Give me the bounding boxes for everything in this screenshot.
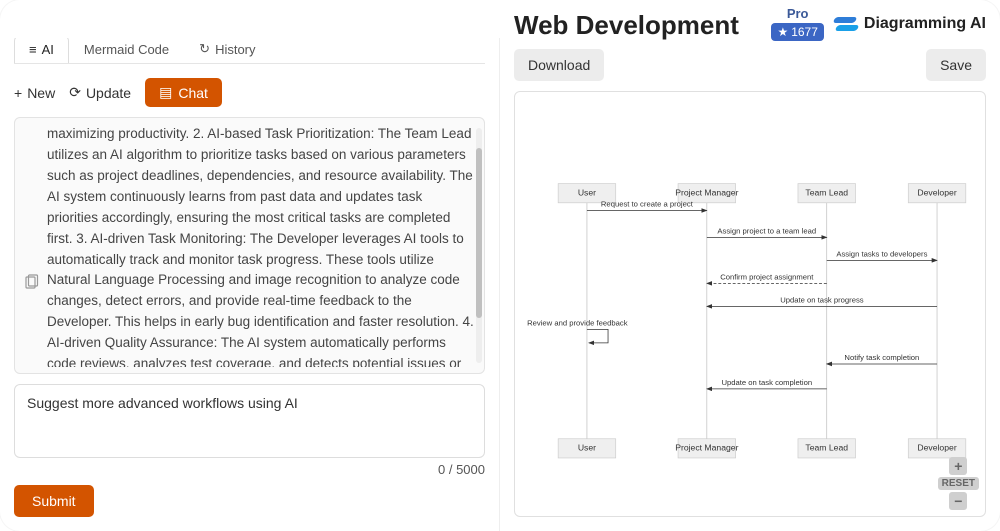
zoom-in-button[interactable]: + bbox=[949, 457, 967, 475]
scrollbar-thumb[interactable] bbox=[476, 148, 482, 318]
char-counter: 0 / 5000 bbox=[14, 462, 485, 477]
submit-button[interactable]: Submit bbox=[14, 485, 94, 517]
star-count: 1677 bbox=[791, 25, 818, 39]
save-button[interactable]: Save bbox=[926, 49, 986, 81]
svg-text:Request to create a project: Request to create a project bbox=[601, 200, 694, 209]
tab-ai[interactable]: ≡ AI bbox=[14, 38, 69, 63]
zoom-out-button[interactable]: − bbox=[949, 492, 967, 510]
svg-text:Project Manager: Project Manager bbox=[675, 187, 738, 197]
svg-text:Update on task progress: Update on task progress bbox=[780, 296, 864, 305]
brand[interactable]: Diagramming AI bbox=[834, 14, 986, 34]
download-button[interactable]: Download bbox=[514, 49, 604, 81]
history-icon: ↻ bbox=[199, 41, 210, 57]
refresh-icon: ⟳ bbox=[69, 84, 81, 101]
chat-button[interactable]: ▤ Chat bbox=[145, 78, 222, 107]
svg-text:Team Lead: Team Lead bbox=[805, 443, 848, 453]
star-badge[interactable]: ★ 1677 bbox=[771, 23, 823, 41]
tab-strip: ≡ AI Mermaid Code ↻ History bbox=[14, 38, 485, 64]
tab-label: AI bbox=[42, 42, 54, 57]
svg-text:Developer: Developer bbox=[917, 187, 956, 197]
svg-text:Project Manager: Project Manager bbox=[675, 443, 738, 453]
new-label: New bbox=[27, 85, 55, 101]
pro-label: Pro bbox=[787, 6, 809, 21]
tab-mermaid[interactable]: Mermaid Code bbox=[69, 38, 184, 63]
zoom-reset-button[interactable]: RESET bbox=[938, 477, 979, 490]
svg-text:Developer: Developer bbox=[917, 443, 956, 453]
tab-history[interactable]: ↻ History bbox=[184, 38, 270, 63]
plus-icon: + bbox=[14, 85, 22, 101]
svg-text:Review and provide feedback: Review and provide feedback bbox=[527, 319, 628, 328]
svg-text:Notify task completion: Notify task completion bbox=[844, 353, 919, 362]
svg-text:Assign project to a team lead: Assign project to a team lead bbox=[717, 227, 816, 236]
new-button[interactable]: + New bbox=[14, 85, 55, 101]
update-label: Update bbox=[86, 85, 131, 101]
svg-text:Team Lead: Team Lead bbox=[805, 187, 848, 197]
chat-response-area: maximizing productivity. 2. AI-based Tas… bbox=[14, 117, 485, 374]
brand-name: Diagramming AI bbox=[864, 15, 986, 33]
tab-label: Mermaid Code bbox=[84, 42, 169, 57]
copy-icon[interactable] bbox=[23, 274, 39, 367]
svg-text:Update on task completion: Update on task completion bbox=[721, 378, 812, 387]
svg-text:User: User bbox=[578, 443, 596, 453]
chat-icon: ▤ bbox=[159, 84, 172, 101]
star-icon: ★ bbox=[777, 25, 788, 39]
prompt-input[interactable]: Suggest more advanced workflows using AI bbox=[14, 384, 485, 458]
update-button[interactable]: ⟳ Update bbox=[69, 84, 131, 101]
svg-text:Assign tasks to developers: Assign tasks to developers bbox=[836, 250, 927, 259]
chat-response-text: maximizing productivity. 2. AI-based Tas… bbox=[47, 124, 476, 367]
tab-label: History bbox=[215, 42, 255, 57]
diagram-title: Web Development bbox=[514, 10, 739, 41]
brand-logo-icon bbox=[834, 14, 858, 34]
diagram-canvas[interactable]: User Project Manager Team Lead Developer Use… bbox=[514, 91, 986, 517]
chat-label: Chat bbox=[178, 85, 208, 101]
svg-text:User: User bbox=[578, 187, 596, 197]
svg-text:Confirm project assignment: Confirm project assignment bbox=[720, 273, 814, 282]
ai-icon: ≡ bbox=[29, 42, 37, 57]
